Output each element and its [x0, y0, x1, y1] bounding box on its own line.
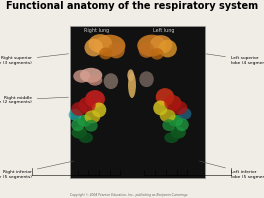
Ellipse shape: [103, 73, 118, 89]
Ellipse shape: [69, 109, 82, 121]
Ellipse shape: [150, 35, 172, 54]
Ellipse shape: [128, 69, 134, 81]
Ellipse shape: [72, 127, 87, 139]
Ellipse shape: [150, 48, 164, 60]
Ellipse shape: [128, 72, 136, 98]
Text: Right superior
lobe (3 segments): Right superior lobe (3 segments): [0, 54, 69, 65]
Ellipse shape: [85, 90, 105, 108]
Bar: [70, 26, 205, 178]
Ellipse shape: [84, 120, 98, 132]
Ellipse shape: [160, 109, 176, 122]
Ellipse shape: [164, 132, 179, 143]
Ellipse shape: [84, 39, 103, 56]
Ellipse shape: [153, 100, 168, 115]
Ellipse shape: [88, 75, 102, 86]
Ellipse shape: [172, 101, 187, 115]
Text: Functional anatomy of the respiratory system: Functional anatomy of the respiratory sy…: [6, 1, 258, 11]
Ellipse shape: [79, 132, 93, 143]
Ellipse shape: [164, 95, 182, 111]
Ellipse shape: [99, 48, 112, 59]
Ellipse shape: [84, 110, 100, 123]
Text: Left lung: Left lung: [153, 28, 175, 33]
Text: Right lung: Right lung: [84, 28, 109, 33]
Text: Right middle
lobe (2 segments): Right middle lobe (2 segments): [0, 96, 68, 104]
Ellipse shape: [71, 102, 87, 116]
Ellipse shape: [92, 103, 106, 117]
Ellipse shape: [79, 97, 96, 113]
Ellipse shape: [80, 68, 102, 83]
Ellipse shape: [158, 40, 177, 57]
Text: Right inferior
lobe (5 segments): Right inferior lobe (5 segments): [0, 161, 74, 179]
Text: Left superior
lobe (4 segments): Left superior lobe (4 segments): [206, 54, 264, 65]
Ellipse shape: [178, 108, 191, 120]
Ellipse shape: [71, 118, 84, 131]
Ellipse shape: [176, 118, 189, 131]
Ellipse shape: [137, 35, 166, 56]
Ellipse shape: [171, 127, 186, 139]
Ellipse shape: [73, 70, 90, 83]
Text: Left inferior
lobe (5 segments): Left inferior lobe (5 segments): [199, 161, 264, 179]
Ellipse shape: [88, 34, 112, 53]
Ellipse shape: [168, 115, 183, 127]
Ellipse shape: [156, 88, 174, 106]
Text: Copyright © 2004 Pearson Education, Inc., publishing as Benjamin Cummings: Copyright © 2004 Pearson Education, Inc.…: [70, 193, 188, 197]
Ellipse shape: [139, 42, 154, 58]
Ellipse shape: [139, 71, 154, 87]
Ellipse shape: [94, 35, 125, 56]
Ellipse shape: [107, 43, 125, 58]
Ellipse shape: [162, 119, 176, 131]
Ellipse shape: [77, 115, 92, 127]
